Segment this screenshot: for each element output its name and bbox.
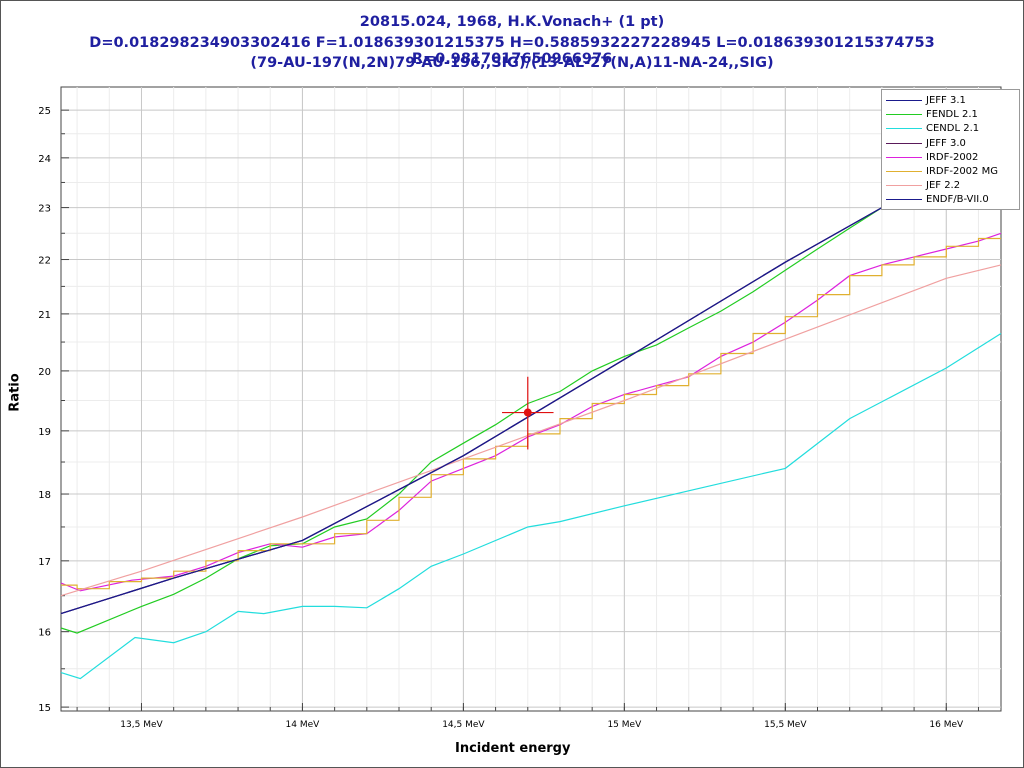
axis-ticks: 13,5 MeV 14 MeV 14,5 MeV 15 MeV 15,5 MeV 16 M… — [38, 106, 979, 730]
x-tick-label: 14,5 MeV — [442, 720, 485, 730]
legend-label: IRDF-2002 MG — [926, 166, 998, 177]
legend-swatch — [886, 171, 922, 172]
legend-swatch — [886, 128, 922, 130]
chart-reaction: (79-AU-197(N,2N)79-AU-196,,SIG)/(13-AL-2… — [250, 55, 774, 71]
grid — [61, 87, 1001, 711]
series-line-cendl-2-1 — [60, 332, 1002, 680]
legend-item-jeff-3-1: JEFF 3.1 — [882, 94, 1019, 108]
y-tick-label: 19 — [38, 427, 51, 438]
legend-item-irdf-2002: IRDF-2002 — [882, 151, 1019, 165]
plot-area — [60, 86, 1002, 712]
legend-item-jef-2-2: JEF 2.2 — [882, 179, 1019, 193]
legend-swatch — [886, 142, 922, 144]
legend: JEFF 3.1 FENDL 2.1 CENDL 2.1 JEFF 3.0 IRDF-2… — [881, 89, 1020, 210]
legend-label: JEF 2.2 — [926, 180, 961, 192]
series-line-jef-2-2 — [60, 264, 1002, 597]
legend-swatch — [886, 156, 922, 158]
legend-label: CENDL 2.1 — [926, 123, 980, 135]
x-tick-label: 15,5 MeV — [764, 720, 807, 730]
y-tick-label: 20 — [38, 367, 51, 378]
legend-item-fendl-2-1: FENDL 2.1 — [882, 108, 1019, 122]
x-tick-label: 15 MeV — [607, 720, 642, 730]
legend-swatch — [886, 185, 922, 187]
legend-label: IRDF-2002 — [926, 151, 979, 163]
y-tick-label: 18 — [38, 490, 51, 501]
legend-swatch — [886, 114, 922, 116]
legend-item-jeff-3-0: JEFF 3.0 — [882, 137, 1019, 151]
x-tick-label: 16 MeV — [929, 720, 964, 730]
x-axis-label: Incident energy — [455, 741, 571, 756]
legend-label: ENDF/B-VII.0 — [926, 194, 989, 206]
x-tick-label: 14 MeV — [286, 720, 321, 730]
y-tick-label: 25 — [38, 106, 51, 117]
y-tick-label: 23 — [38, 204, 51, 215]
legend-label: FENDL 2.1 — [926, 109, 978, 121]
legend-item-cendl-2-1: CENDL 2.1 — [882, 122, 1019, 136]
series-group — [60, 207, 1002, 680]
x-tick-label: 13,5 MeV — [120, 720, 163, 730]
legend-item-irdf-2002-mg: IRDF-2002 MG — [882, 165, 1019, 179]
legend-swatch — [886, 100, 922, 101]
y-tick-label: 21 — [38, 310, 51, 321]
y-tick-label: 16 — [38, 628, 51, 639]
y-tick-label: 15 — [38, 703, 51, 714]
y-tick-label: 22 — [38, 256, 51, 267]
chart-title: 20815.024, 1968, H.K.Vonach+ (1 pt) — [359, 14, 665, 30]
legend-label: JEFF 3.0 — [926, 137, 966, 149]
series-line-fendl-2-1 — [60, 207, 883, 634]
data-point — [523, 408, 532, 417]
y-tick-label: 17 — [38, 557, 51, 568]
series-line-endf-b-vii-0 — [60, 207, 883, 615]
legend-label: JEFF 3.1 — [926, 95, 966, 106]
chart-subtitle: D=0.018298234903302416 F=1.0186393012153… — [89, 35, 935, 67]
legend-item-endf-b-vii-0: ENDF/B-VII.0 — [882, 193, 1019, 207]
y-axis-label: Ratio — [7, 373, 23, 412]
experimental-point — [502, 376, 554, 450]
y-tick-label: 24 — [38, 154, 51, 165]
series-line-irdf-2002 — [60, 232, 1002, 592]
legend-swatch — [886, 199, 922, 201]
